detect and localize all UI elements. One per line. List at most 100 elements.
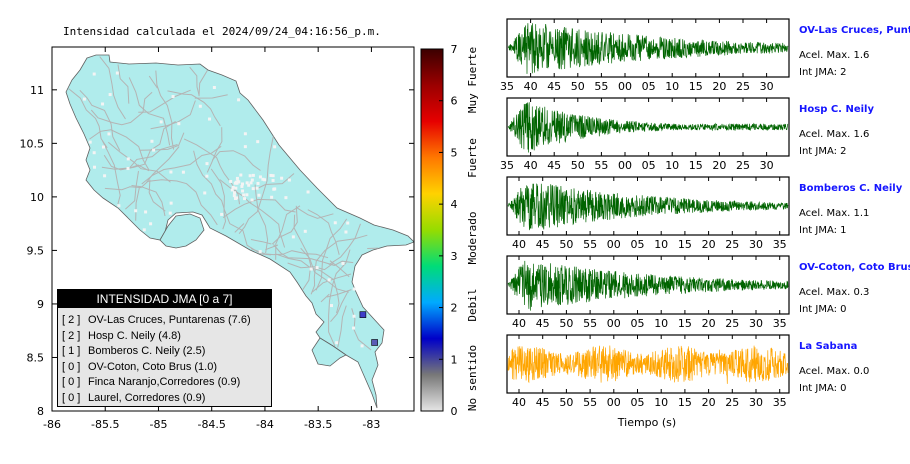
town-marker (208, 118, 211, 121)
station-name: OV-Las Cruces, Puntar (799, 25, 910, 36)
town-marker (231, 188, 234, 191)
trace-x-tick-label: 10 (665, 159, 679, 172)
legend-item-text: Hosp C. Neily (4.8) (88, 330, 181, 342)
town-marker (257, 182, 260, 185)
town-marker (107, 132, 110, 135)
colorbar-tick-label: 1 (451, 353, 458, 366)
trace-x-tick-label: 35 (773, 238, 787, 251)
jma-intensity: Int JMA: 0 (799, 304, 847, 315)
town-marker (233, 191, 236, 194)
town-marker (272, 179, 275, 182)
town-marker (270, 196, 273, 199)
legend-item-text: Finca Naranjo,Corredores (0.9) (88, 376, 240, 388)
town-marker (89, 141, 92, 144)
trace-x-tick-label: 45 (536, 396, 550, 409)
legend-item-text: Bomberos C. Neily (2.5) (88, 345, 205, 357)
colorbar-tick-label: 6 (451, 95, 458, 108)
colorbar-label: Debil (466, 288, 479, 321)
station-name: Hosp C. Neily (799, 104, 874, 115)
trace-x-tick-label: 20 (712, 159, 726, 172)
trace-x-tick-label: 05 (642, 80, 656, 93)
station-name: Bomberos C. Neily (799, 183, 903, 194)
intensity-legend: INTENSIDAD JMA [0 a 7] [ 2 ]OV-Las Cruce… (57, 289, 272, 407)
town-marker (93, 151, 96, 154)
station-marker (360, 312, 366, 318)
town-marker (247, 184, 250, 187)
town-marker (352, 315, 355, 318)
map-x-tick-label: -83 (362, 418, 380, 431)
town-marker (261, 178, 264, 181)
jma-intensity: Int JMA: 2 (799, 67, 847, 78)
trace-x-tick-label: 05 (642, 159, 656, 172)
town-marker (244, 132, 247, 135)
town-marker (143, 228, 146, 231)
trace-x-tick-label: 45 (547, 159, 561, 172)
map-x-tick-label: -85.5 (91, 418, 119, 431)
trace-x-tick-label: 40 (524, 80, 538, 93)
town-marker (241, 189, 244, 192)
colorbar-label: Fuerte (466, 138, 479, 178)
town-marker (169, 212, 172, 215)
town-marker (307, 190, 310, 193)
legend-item-level: [ 0 ] (62, 391, 88, 407)
town-marker (361, 344, 364, 347)
trace-x-tick-label: 35 (773, 396, 787, 409)
trace-x-tick-label: 10 (665, 80, 679, 93)
legend-item-text: OV-Coton, Coto Brus (1.0) (88, 361, 217, 373)
figure-title: Intensidad calculada el 2024/09/24_04:16… (63, 25, 381, 38)
map-y-tick-label: 8.5 (27, 351, 45, 364)
town-marker (234, 182, 237, 185)
town-marker (170, 202, 173, 205)
trace-x-tick-label: 45 (536, 317, 550, 330)
legend-item: [ 2 ]Hosp C. Neily (4.8) (58, 329, 271, 345)
map-y-tick-label: 11 (30, 84, 44, 97)
trace-x-tick-label: 25 (725, 317, 739, 330)
map-x-tick-label: -84.5 (197, 418, 225, 431)
trace-x-tick-label: 30 (760, 80, 774, 93)
town-marker (251, 198, 254, 201)
town-marker (233, 194, 236, 197)
town-marker (252, 187, 255, 190)
town-marker (346, 222, 349, 225)
town-marker (335, 341, 338, 344)
jma-intensity: Int JMA: 0 (799, 383, 847, 394)
town-marker (144, 210, 147, 213)
max-acceleration: Acel. Max. 1.6 (799, 129, 869, 140)
legend-item: [ 0 ]OV-Coton, Coto Brus (1.0) (58, 360, 271, 376)
legend-item-level: [ 2 ] (62, 313, 88, 329)
town-marker (220, 213, 223, 216)
trace-x-tick-label: 50 (559, 317, 573, 330)
trace-x-tick-label: 35 (773, 317, 787, 330)
trace-x-tick-label: 30 (760, 159, 774, 172)
legend-item-text: Laurel, Corredores (0.9) (88, 392, 205, 404)
station-marker (372, 339, 378, 345)
town-marker (252, 174, 255, 177)
town-marker (244, 145, 247, 148)
colorbar-label: Muy Fuerte (466, 47, 479, 113)
trace-x-tick-label: 00 (618, 80, 632, 93)
trace-x-tick-label: 55 (583, 317, 597, 330)
town-marker (172, 95, 175, 98)
town-marker (316, 266, 319, 269)
town-marker (344, 230, 347, 233)
town-marker (177, 122, 180, 125)
town-marker (206, 162, 209, 165)
trace-x-tick-label: 40 (512, 396, 526, 409)
trace-x-tick-label: 25 (736, 159, 750, 172)
trace-x-tick-label: 15 (678, 238, 692, 251)
town-marker (83, 98, 86, 101)
town-marker (328, 278, 331, 281)
trace-x-tick-label: 10 (654, 238, 668, 251)
town-marker (126, 167, 129, 170)
station-name: La Sabana (799, 341, 857, 352)
legend-item: [ 0 ]Finca Naranjo,Corredores (0.9) (58, 375, 271, 391)
map-x-tick-label: -84 (256, 418, 274, 431)
town-marker (203, 191, 206, 194)
trace-x-tick-label: 25 (725, 396, 739, 409)
trace-x-tick-label: 25 (725, 238, 739, 251)
town-marker (259, 250, 262, 253)
